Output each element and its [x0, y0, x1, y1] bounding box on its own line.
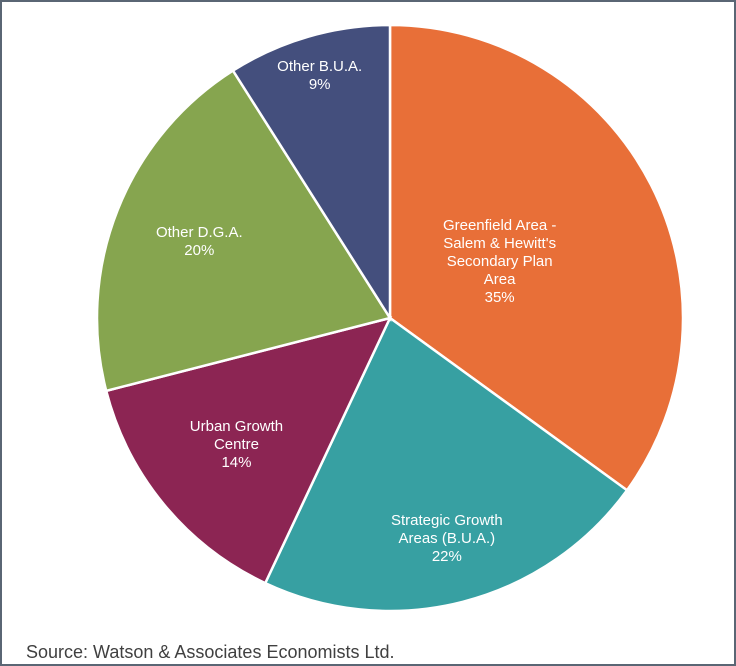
slice-label: Other B.U.A. 9%	[255, 58, 385, 94]
category-label: Urban Growth Centre	[189, 418, 284, 453]
value-label: 20%	[184, 242, 215, 260]
value-label: 14%	[221, 454, 252, 471]
pie-slice	[104, 316, 393, 585]
value-label: 9%	[308, 76, 331, 94]
slice-label: Other D.G.A. 20%	[134, 224, 264, 260]
slice-label: Strategic Growth Areas (B.U.A.) 22%	[377, 512, 517, 566]
slice-label: Urban Growth Centre 14%	[171, 418, 301, 472]
pie-slice	[231, 23, 392, 323]
pie-slice	[95, 68, 392, 393]
category-label: Other B.U.A.	[277, 58, 363, 76]
category-label: Greenfield Area - Salem & Hewitt's Secon…	[442, 217, 557, 289]
category-label: Strategic Growth Areas (B.U.A.)	[390, 512, 503, 548]
value-label: 22%	[431, 548, 462, 566]
pie-slice	[388, 23, 685, 492]
source-note: Source: Watson & Associates Economists L…	[26, 642, 395, 662]
category-label: Other D.G.A.	[155, 224, 243, 242]
value-label: 35%	[484, 289, 515, 307]
slice-label: Greenfield Area - Salem & Hewitt's Secon…	[437, 217, 562, 307]
